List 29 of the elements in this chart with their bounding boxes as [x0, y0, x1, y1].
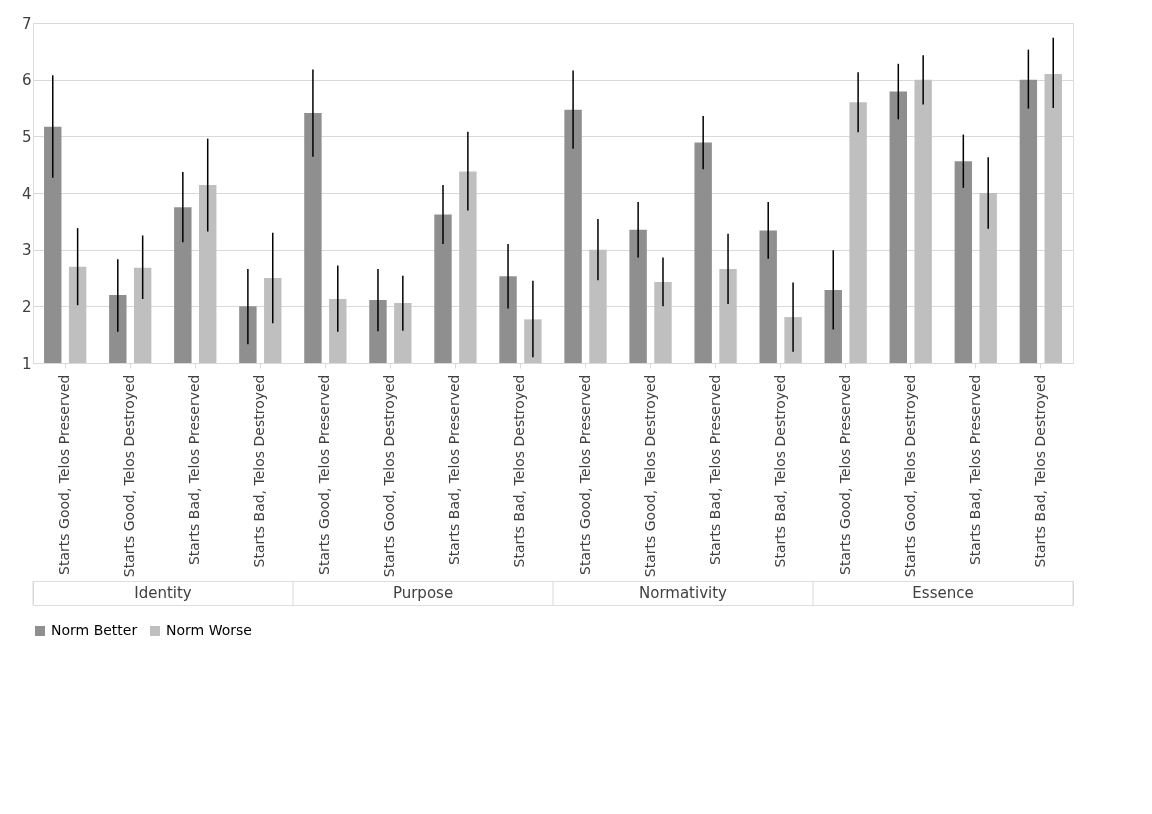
legend-label: Norm Worse [166, 622, 252, 638]
x-tick-label: Starts Good, Telos Preserved [316, 374, 333, 575]
x-tick-label: Starts Good, Telos Preserved [836, 374, 853, 575]
x-tick-label: Starts Bad, Telos Destroyed [251, 374, 268, 568]
x-tick-label: Starts Good, Telos Destroyed [901, 374, 918, 578]
text: Normativity [639, 584, 728, 602]
x-tick-label: Starts Bad, Telos Preserved [966, 374, 983, 566]
y-tick-label: 5 [21, 127, 32, 146]
x-tick-label: Starts Bad, Telos Destroyed [511, 374, 528, 568]
y-tick-label: 4 [21, 184, 32, 203]
text: Essence [912, 584, 974, 602]
y-tick-label: 2 [21, 297, 32, 316]
y-tick-label: 6 [21, 71, 32, 90]
y-tick-label: 7 [21, 14, 32, 33]
x-tick-label: Starts Bad, Telos Preserved [446, 374, 463, 566]
x-tick-label: Starts Good, Telos Destroyed [381, 374, 398, 578]
y-tick-label: 3 [21, 241, 32, 260]
text: Identity [134, 584, 192, 602]
x-tick-label: Starts Bad, Telos Destroyed [771, 374, 788, 568]
x-tick-label: Starts Good, Telos Preserved [576, 374, 593, 575]
y-tick-label: 1 [21, 354, 32, 373]
x-tick-label: Starts Bad, Telos Destroyed [1031, 374, 1048, 568]
legend-label: Norm Better [51, 622, 138, 638]
x-tick-label: Starts Bad, Telos Preserved [706, 374, 723, 566]
x-tick-label: Starts Bad, Telos Preserved [186, 374, 203, 566]
x-tick-label: Starts Good, Telos Preserved [56, 374, 73, 575]
text: Purpose [392, 584, 454, 602]
x-tick-label: Starts Good, Telos Destroyed [641, 374, 658, 578]
x-tick-label: Starts Good, Telos Destroyed [121, 374, 138, 578]
